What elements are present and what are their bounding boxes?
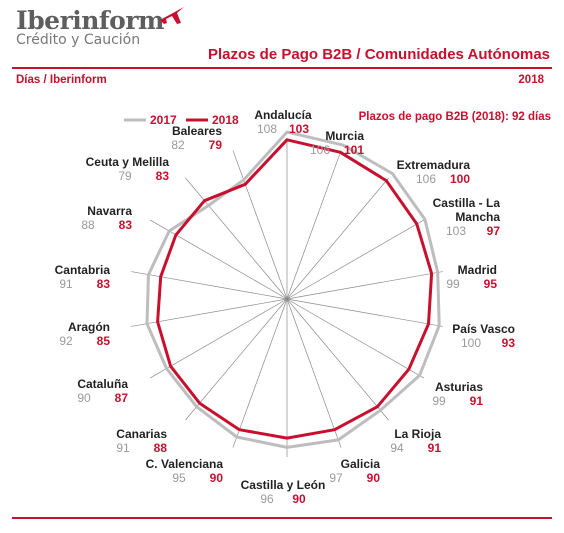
label-cataluna: Cataluña	[77, 377, 128, 391]
value-2017-ceuta-y-melilla: 79	[118, 169, 132, 183]
label-la-rioja: La Rioja	[394, 427, 441, 441]
footer-divider	[12, 517, 552, 519]
spoke-galicia	[286, 298, 342, 448]
spoke-baleares	[232, 150, 288, 300]
value-2017-castilla-y-leon: 96	[260, 492, 274, 506]
series-2017-line	[145, 130, 441, 449]
value-2017-galicia: 97	[329, 471, 343, 485]
label-canarias: Canarias	[116, 427, 167, 441]
label-castilla-y-leon: Castilla y León	[241, 478, 326, 492]
label-extremadura: Extremadura	[397, 158, 471, 172]
series-2018-line	[156, 138, 434, 440]
value-2018-castilla-la-mancha: 97	[487, 224, 501, 238]
value-2018-extremadura: 100	[450, 172, 470, 186]
value-2017-murcia: 106	[310, 143, 330, 157]
label-cantabria: Cantabria	[55, 263, 111, 277]
label-asturias: Asturias	[435, 380, 483, 394]
value-2018-asturias: 91	[470, 394, 484, 408]
spoke-murcia	[286, 150, 342, 300]
label-navarra: Navarra	[87, 204, 132, 218]
units-label: Días / Iberinform	[16, 74, 107, 86]
value-2018-canarias: 88	[154, 441, 168, 455]
value-2017-cantabria: 91	[59, 277, 73, 291]
label-galicia: Galicia	[341, 457, 381, 471]
legend-2017-label: 2017	[150, 113, 177, 127]
label-murcia: Murcia	[325, 129, 364, 143]
chart-title: Plazos de Pago B2B / Comunidades Autónom…	[208, 46, 550, 63]
spoke-cataluna	[149, 298, 288, 379]
label-castilla-la-mancha-line1: Castilla - La	[433, 196, 501, 210]
value-2018-navarra: 83	[119, 218, 133, 232]
value-2017-extremadura: 106	[416, 172, 436, 186]
value-2017-asturias: 99	[432, 394, 446, 408]
label-baleares: Baleares	[172, 124, 222, 138]
header-divider	[12, 67, 552, 69]
value-2017-la-rioja: 94	[390, 441, 404, 455]
spoke-c-valenciana	[232, 298, 288, 448]
spoke-navarra	[149, 219, 288, 300]
value-2017-madrid: 99	[446, 277, 460, 291]
spoke-extremadura	[286, 177, 389, 300]
value-2017-navarra: 88	[81, 218, 95, 232]
value-2018-galicia: 90	[367, 471, 381, 485]
year-label: 2018	[518, 74, 544, 86]
value-2017-castilla-la-mancha: 103	[446, 224, 466, 238]
spoke-castilla-la-mancha	[286, 219, 425, 300]
value-2017-c-valenciana: 95	[172, 471, 186, 485]
label-pais-vasco: País Vasco	[452, 322, 515, 336]
spoke-cantabria	[131, 271, 288, 300]
legend: 2017 2018	[124, 113, 239, 127]
label-madrid: Madrid	[458, 263, 497, 277]
label-c-valenciana: C. Valenciana	[146, 457, 224, 471]
spoke-canarias	[185, 298, 288, 421]
value-2017-pais-vasco: 100	[461, 336, 481, 350]
spoke-la-rioja	[286, 298, 389, 421]
value-2018-baleares: 79	[209, 138, 223, 152]
label-andalucia: Andalucía	[254, 108, 312, 122]
label-castilla-la-mancha-line2: Mancha	[455, 210, 500, 224]
chart-annotation: Plazos de pago B2B (2018): 92 días	[359, 111, 551, 123]
value-2018-la-rioja: 91	[428, 441, 442, 455]
spoke-ceuta-y-melilla	[185, 177, 288, 300]
value-2018-cataluna: 87	[115, 391, 129, 405]
value-2018-cantabria: 83	[97, 277, 111, 291]
value-2017-baleares: 82	[171, 138, 185, 152]
value-2017-cataluna: 90	[77, 391, 91, 405]
value-2017-andalucia: 108	[257, 122, 277, 136]
value-2018-andalucia: 103	[289, 122, 309, 136]
plane-icon	[160, 7, 184, 24]
brand-name: Iberinform	[16, 6, 164, 35]
spoke-pais-vasco	[286, 298, 443, 327]
value-2018-c-valenciana: 90	[210, 471, 224, 485]
spoke-madrid	[286, 271, 443, 300]
value-2017-canarias: 91	[116, 441, 130, 455]
legend-2018-label: 2018	[212, 113, 239, 127]
brand-logo: Iberinform Crédito y Caución	[16, 6, 164, 48]
value-2018-ceuta-y-melilla: 83	[156, 169, 170, 183]
label-aragon: Aragón	[68, 320, 110, 334]
value-2018-murcia: 101	[344, 143, 364, 157]
brand-subtitle: Crédito y Caución	[16, 32, 141, 48]
value-2018-castilla-y-leon: 90	[292, 492, 306, 506]
spoke-asturias	[286, 298, 425, 379]
value-2018-aragon: 85	[97, 334, 111, 348]
value-2018-madrid: 95	[484, 277, 498, 291]
label-ceuta-y-melilla: Ceuta y Melilla	[86, 155, 170, 169]
value-2018-pais-vasco: 93	[502, 336, 516, 350]
value-2017-aragon: 92	[59, 334, 73, 348]
